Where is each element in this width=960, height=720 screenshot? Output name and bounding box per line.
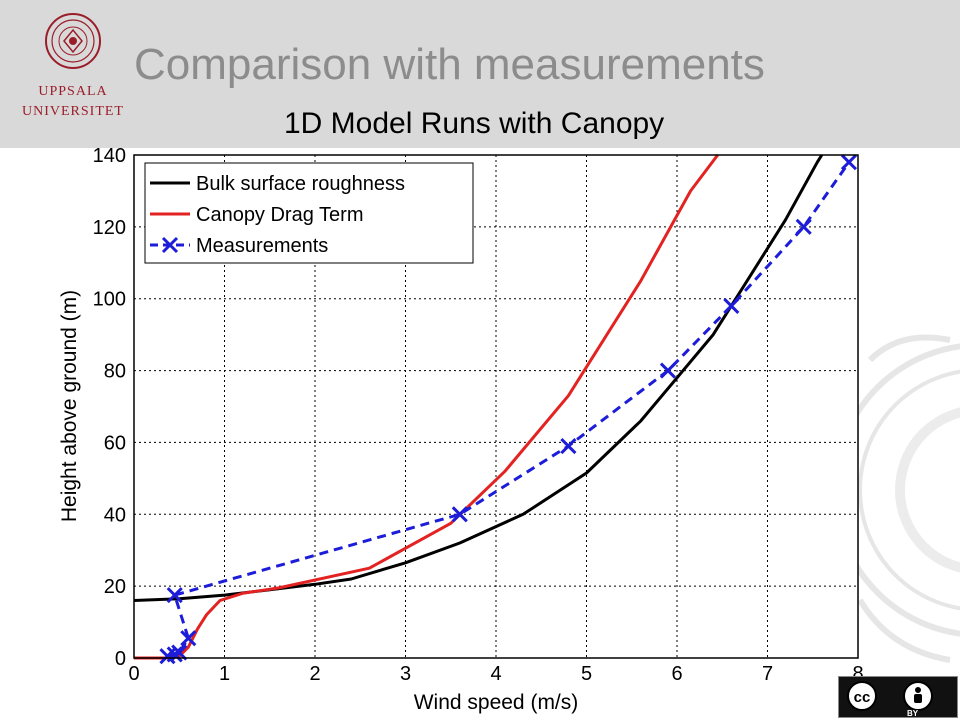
x-tick-label: 6 [671,663,682,685]
measurement-point [723,297,740,314]
measurement-point [180,630,197,647]
x-tick-label: 0 [128,663,139,685]
x-tick-label: 1 [219,663,230,685]
plot-frame [133,154,859,659]
measurement-point [166,646,183,663]
measurement-point [451,506,468,523]
measurement-point [840,154,858,171]
university-seal-icon [45,13,101,69]
legend-label-canopy: Canopy Drag Term [196,204,363,226]
y-tick-label: 60 [104,432,126,454]
x-tick-label: 7 [762,663,773,685]
y-tick-label: 140 [93,145,126,167]
y-axis-label: Height above ground (m) [58,290,81,522]
slide-title: Comparison with measurements [134,40,765,89]
y-tick-label: 0 [115,648,126,670]
measurement-point [659,362,677,379]
cc-icon: cc [847,681,877,711]
x-tick-labels: 0 1 2 3 4 5 6 7 8 [128,663,863,685]
x-tick-label: 4 [490,663,501,685]
measurement-point [166,587,183,604]
grid-lines [134,155,858,658]
legend-label-bulk: Bulk surface roughness [196,173,405,195]
legend-label-measurements: Measurements [196,235,328,257]
x-axis-label: Wind speed (m/s) [414,691,579,714]
legend: Bulk surface roughness Canopy Drag Term … [144,162,474,264]
attribution-icon [903,681,933,711]
y-tick-label: 80 [104,361,126,383]
x-tick-label: 3 [400,663,411,685]
legend-marker-measurements [161,236,179,254]
university-logo: UPPSALA UNIVERSITET [14,10,132,130]
logo-line-2: UNIVERSITET [22,104,124,119]
x-tick-label: 2 [309,663,320,685]
measurement-point [795,218,812,235]
legend-box [144,162,474,264]
logo-line-1: UPPSALA [38,84,108,99]
series-line-1 [134,154,719,660]
license-label: BY [907,709,919,718]
x-tick-label: 5 [581,663,592,685]
x-tick-label: 8 [852,663,863,685]
license-badge[interactable]: cc BY [838,676,958,718]
measurement-point [560,437,577,455]
y-tick-label: 40 [104,504,126,526]
y-tick-label: 20 [104,576,126,598]
series-line-2 [167,161,851,658]
y-tick-labels: 0 20 40 60 80 100 120 140 [93,145,126,670]
slide-header: UPPSALA UNIVERSITET Comparison with meas… [0,0,960,148]
chart-title: 1D Model Runs with Canopy [284,107,665,140]
y-tick-label: 100 [93,289,126,311]
y-tick-label: 120 [93,217,126,239]
